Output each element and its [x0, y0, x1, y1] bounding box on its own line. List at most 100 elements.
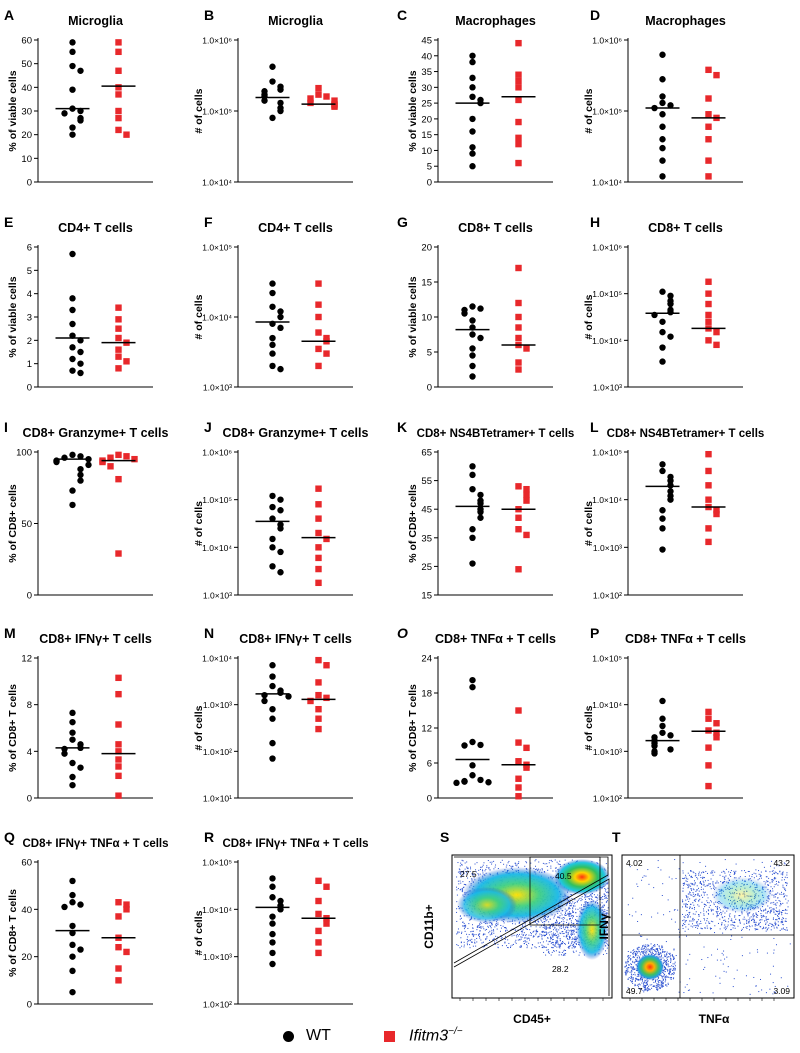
event-dot	[519, 933, 521, 935]
event-dot	[779, 929, 781, 931]
y-tick-label: 0	[27, 1000, 32, 1011]
event-dot	[543, 923, 545, 925]
event-dot	[535, 865, 537, 867]
event-dot	[628, 957, 630, 959]
event-dot	[637, 947, 639, 949]
event-dot	[520, 946, 522, 948]
data-point-ifitm3	[705, 525, 712, 532]
gate-rectangle	[529, 856, 601, 926]
event-dot	[630, 976, 632, 978]
event-dot	[685, 905, 687, 907]
event-dot	[555, 922, 557, 924]
event-dot	[758, 878, 760, 880]
event-dot	[721, 952, 723, 954]
event-dot	[651, 951, 653, 953]
event-dot	[666, 985, 668, 987]
data-point-ifitm3	[515, 77, 522, 85]
event-dot	[630, 981, 632, 983]
event-dot	[550, 859, 552, 861]
event-dot	[460, 917, 462, 919]
x-axis-label: TNFα	[699, 1012, 730, 1026]
event-dot	[733, 921, 735, 923]
event-dot	[755, 869, 757, 871]
data-point-ifitm3	[315, 877, 322, 885]
event-dot	[517, 939, 519, 941]
event-dot	[466, 933, 468, 935]
event-dot	[460, 888, 462, 890]
data-point-wt	[277, 99, 284, 107]
event-dot	[528, 934, 530, 936]
event-dot	[698, 887, 700, 889]
event-dot	[653, 985, 655, 987]
event-dot	[534, 946, 536, 948]
event-dot	[562, 931, 564, 933]
event-dot	[478, 924, 480, 926]
data-point-wt	[469, 676, 476, 684]
event-dot	[598, 896, 600, 898]
event-dot	[627, 959, 629, 961]
event-dot	[559, 947, 561, 949]
event-dot	[471, 938, 473, 940]
data-point-wt	[269, 883, 276, 890]
event-dot	[484, 870, 486, 872]
event-dot	[774, 873, 776, 875]
chart-title: CD4+ T cells	[258, 221, 333, 235]
event-dot	[786, 909, 788, 911]
event-dot	[625, 970, 627, 972]
event-dot	[657, 866, 659, 868]
event-dot	[627, 955, 629, 957]
event-dot	[632, 960, 634, 962]
event-dot	[783, 862, 785, 864]
event-dot	[758, 910, 760, 912]
event-dot	[607, 944, 609, 946]
event-dot	[748, 875, 750, 877]
event-dot	[548, 950, 550, 952]
event-dot	[706, 925, 708, 927]
event-dot	[694, 895, 696, 897]
event-dot	[701, 928, 703, 930]
event-dot	[784, 928, 786, 930]
event-dot	[631, 981, 633, 983]
event-dot	[661, 955, 663, 957]
event-dot	[550, 927, 552, 929]
panel-letter: S	[440, 829, 449, 845]
event-dot	[723, 927, 725, 929]
event-dot	[459, 918, 461, 920]
event-dot	[734, 925, 736, 927]
data-point-ifitm3	[515, 758, 522, 765]
event-dot	[700, 886, 702, 888]
event-dot	[520, 930, 522, 932]
event-dot	[486, 865, 488, 867]
event-dot	[702, 888, 704, 890]
event-dot	[477, 873, 479, 875]
event-dot	[466, 866, 468, 868]
event-dot	[769, 922, 771, 924]
event-dot	[550, 937, 552, 939]
event-dot	[632, 978, 634, 980]
event-dot	[565, 931, 567, 933]
event-dot	[569, 930, 571, 932]
event-dot	[781, 928, 783, 930]
data-point-ifitm3	[307, 95, 314, 102]
event-dot	[641, 980, 643, 982]
event-dot	[465, 925, 467, 927]
event-dot	[558, 922, 560, 924]
event-dot	[663, 985, 665, 987]
data-point-ifitm3	[713, 734, 720, 741]
data-point-wt	[469, 352, 476, 359]
event-dot	[650, 943, 652, 945]
event-dot	[738, 919, 740, 921]
event-dot	[606, 909, 608, 911]
event-dot	[497, 868, 499, 870]
event-dot	[606, 953, 608, 955]
event-dot	[634, 983, 636, 985]
y-axis-label: % of CD8+ T cells	[7, 889, 19, 977]
event-dot	[693, 908, 695, 910]
event-dot	[462, 875, 464, 877]
event-dot	[541, 931, 543, 933]
event-dot	[564, 917, 566, 919]
event-dot	[511, 944, 513, 946]
data-point-wt	[69, 929, 76, 937]
data-point-wt	[469, 128, 476, 135]
data-point-ifitm3	[115, 91, 122, 98]
